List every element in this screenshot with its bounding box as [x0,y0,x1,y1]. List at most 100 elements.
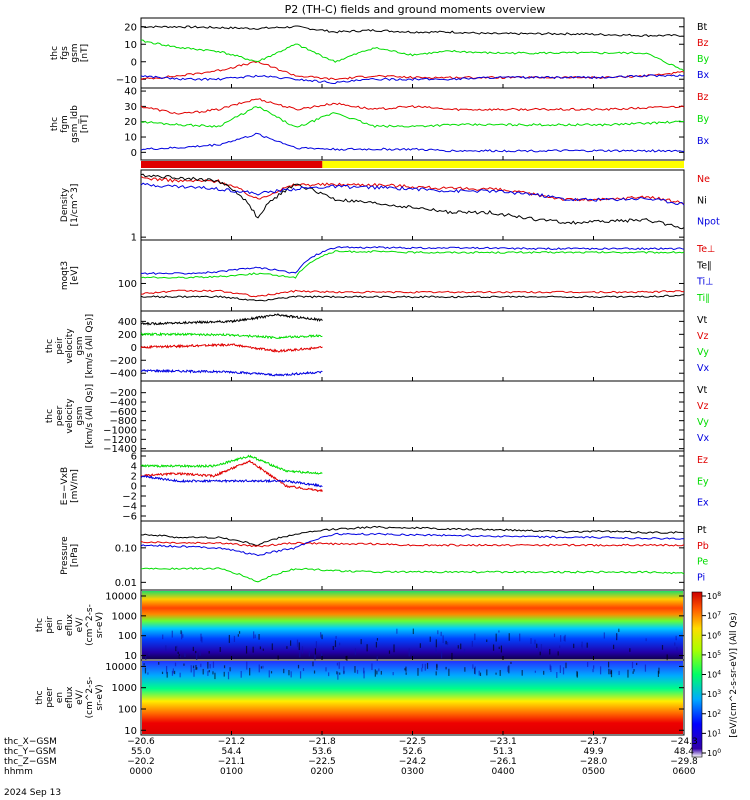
series-line [140,342,323,353]
spectrogram-speckle [404,668,406,671]
spectrogram-speckle [283,668,285,674]
spectrogram-speckle [202,668,204,675]
spectrogram-speckle [440,631,442,637]
spectrogram-speckle [556,672,558,678]
spectrogram-speckle [200,663,202,668]
y-tick-label: −200 [110,388,137,399]
spectrogram-speckle [608,668,610,675]
spectrogram-speckle [645,638,647,642]
y-tick-label: 20 [124,117,137,128]
spectrogram-speckle [599,666,602,675]
spectrogram-speckle [540,644,543,652]
spectrogram-speckle [312,661,314,667]
spectrogram-speckle [270,671,273,674]
spectrogram-speckle [195,650,197,654]
legend-entry: Ti∥ [696,293,710,304]
series-line [140,475,323,488]
x-axis-row-value: −26.1 [489,757,517,767]
y-axis-label: eV/ [75,617,85,633]
spectrogram-speckle [435,647,437,654]
legend-entry: Pt [697,525,707,536]
spectrogram-speckle [612,644,615,650]
y-axis-label: Density [60,187,70,222]
x-axis-row-value: −21.1 [218,757,246,767]
y-tick-label: −800 [110,416,137,427]
spectrogram-speckle [253,631,255,639]
spectrogram-speckle [557,651,559,656]
colorbar-tick-label: 107 [707,611,721,621]
spectrogram-speckle [435,639,437,648]
spectrogram-speckle [207,661,209,669]
y-tick-label: −1400 [103,444,137,455]
spectrogram-speckle [233,635,236,643]
spectrogram-speckle [302,668,305,671]
spectrogram-speckle [633,669,635,672]
spectrogram-speckle [610,670,612,674]
legend-entry: Vz [697,401,709,412]
spectrogram-speckle [564,634,566,642]
x-axis-row-value: 55.0 [131,747,151,757]
spectrogram-speckle [537,647,540,652]
y-tick-label: −400 [110,398,137,409]
spectrogram-speckle [360,639,362,645]
spectrogram-speckle [286,646,288,649]
y-axis-label: en [55,619,65,630]
x-axis-row-value: −29.8 [670,757,698,767]
series-line [140,182,685,206]
spectrogram-speckle [320,632,322,638]
spectrogram-speckle [343,666,345,675]
spectrogram-speckle [315,641,318,648]
y-tick-label: −6 [122,512,137,523]
spectrogram-speckle [174,662,177,667]
legend-entry: By [697,54,710,65]
spectrogram-speckle [419,643,421,648]
spectrogram-speckle [474,666,476,675]
x-axis-row-value: 0100 [220,767,243,777]
spectrogram-speckle [172,668,174,674]
spectrogram-speckle [313,670,316,674]
spectrogram-speckle [464,667,466,672]
spectrogram-speckle [332,645,334,650]
y-axis-label: [nT] [80,44,90,62]
spectrogram-speckle [314,648,317,655]
series-line [140,454,323,475]
y-tick-label: 100 [118,631,137,642]
panel-5: 400 200 0 −200 −400 thc peir velocity gsm [km/s (… [45,310,709,382]
series-line [141,246,685,275]
spectrogram-speckle [145,655,147,661]
spectrogram-speckle [354,648,357,655]
spectrogram-speckle [437,630,439,635]
y-axis-label: eV/ [75,689,85,705]
spectrogram-speckle [521,670,523,676]
spectrogram-speckle [644,664,647,672]
y-axis-label: thc [50,117,60,131]
panel-2: 40 30 20 10 0 thc fgm gsm_ldb [nT] Bz By Bx [50,87,710,161]
spectrogram-speckle [249,667,251,676]
spectrogram-speckle [290,640,292,646]
panel-8: 0.10 0.01 Pressure [nPa] Pt Pb Pe Pi [60,520,709,591]
spectrogram-speckle [375,641,378,648]
series-line [141,289,685,298]
spectrogram-speckle [507,666,509,672]
x-axis-labels: thc_X−GSM −20.6 −21.2 −21.8 −22.5 −23.1 −23.7 −… [4,737,698,777]
spectrogram-speckle [563,636,565,641]
colorbar-tick-exponent: 3 [717,689,721,696]
spectrogram-speckle [199,650,201,656]
spectrogram-speckle [271,643,273,650]
series-line [140,459,323,493]
spectrogram-speckle [363,667,365,674]
x-axis-row-value: −24.3 [670,737,698,747]
spectrogram-speckle [530,638,532,644]
spectrogram-speckle [259,646,262,650]
x-axis-row-value: 53.6 [312,747,332,757]
spectrogram-speckle [632,671,634,674]
spectrogram-speckle [553,633,556,638]
y-axis-label: eflux [65,686,75,709]
spectrogram-speckle [171,630,173,638]
y-axis-label: (cm^2-s- [85,677,95,719]
y-axis-label: peer [55,405,65,426]
series-line [140,540,685,548]
spectrogram-speckle [223,665,226,669]
x-axis-row-value: −21.2 [218,737,246,747]
spectrogram-speckle [378,668,380,672]
